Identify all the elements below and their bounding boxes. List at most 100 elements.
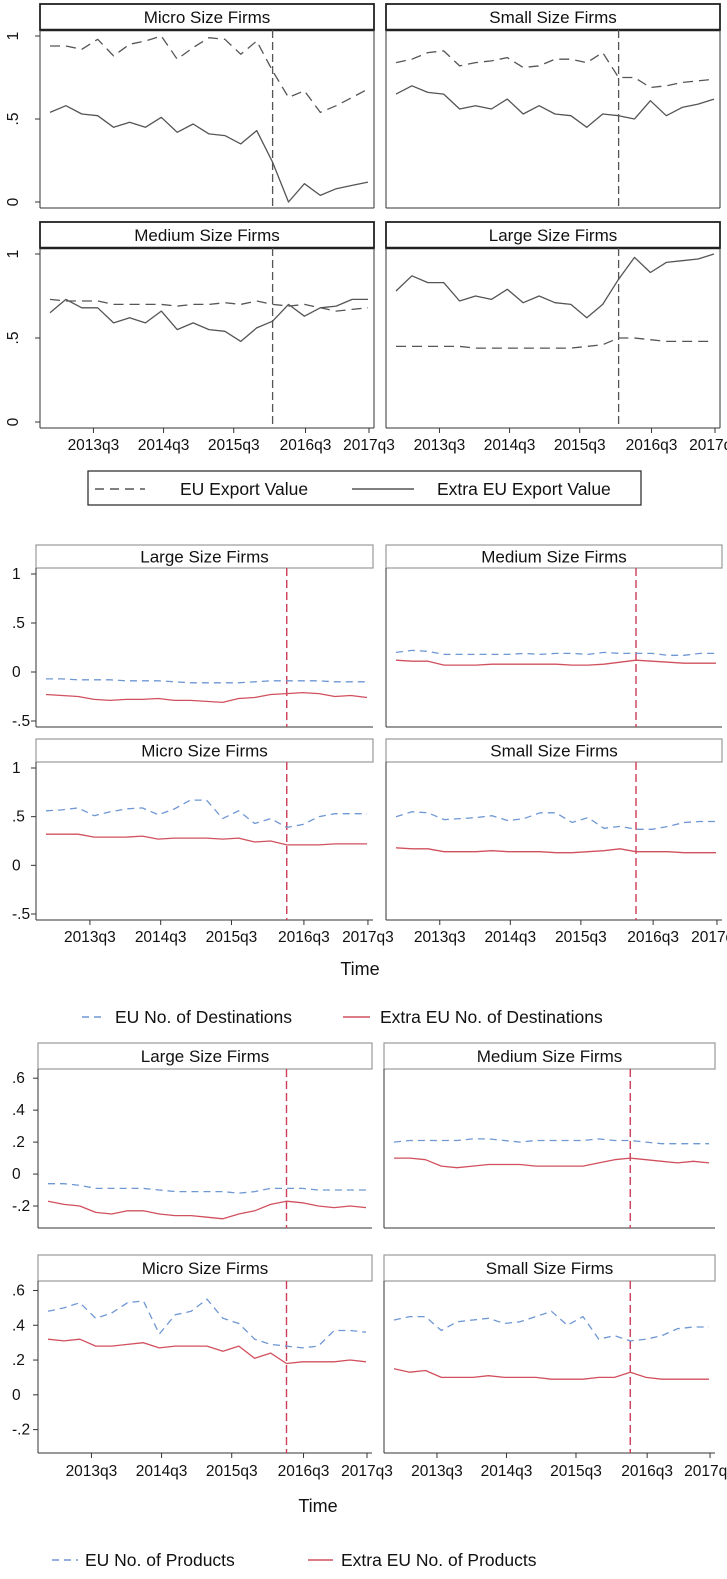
panel-strip (383, 1042, 716, 1070)
panel: Medium Size Firms (383, 1042, 716, 1229)
x-tick-label: 2014q3 (136, 1463, 188, 1480)
y-tick-label: 1 (12, 566, 21, 583)
x-tick-label: 2016q3 (627, 929, 679, 946)
x-tick-label: 2016q3 (621, 1463, 673, 1480)
x-tick-label: 2016q3 (626, 437, 678, 454)
series-line-eu (49, 298, 369, 312)
panel-strip (39, 3, 375, 31)
y-tick-label: 0 (12, 1387, 21, 1404)
series-line-extra-eu (395, 659, 716, 666)
x-tick-label: 2014q3 (135, 929, 187, 946)
x-tick-label: 2016q3 (280, 437, 332, 454)
legend: EU No. of Destinations Extra EU No. of De… (82, 1007, 603, 1027)
panel-strip (35, 544, 374, 569)
series-line-extra-eu (394, 1157, 710, 1169)
series-line-eu (45, 799, 367, 829)
y-tick-label: .6 (12, 1070, 25, 1087)
y-tick-label: .5 (12, 809, 25, 826)
series-line-extra-eu (395, 847, 716, 854)
series-line-eu (47, 1298, 367, 1349)
series-line-extra-eu (47, 1338, 367, 1365)
x-tick-label: 2017q3 (689, 437, 727, 454)
y-tick-label: 0 (5, 417, 22, 426)
legend-label: Extra EU No. of Destinations (380, 1007, 603, 1027)
y-tick-label: .2 (12, 1134, 25, 1151)
series-line-eu (46, 678, 367, 684)
y-tick-label: -.5 (12, 906, 30, 923)
panel-title: Small Size Firms (486, 1259, 614, 1278)
panel: Large Size Firms 2013q3 2014q3 2015q3 2016q3… (385, 221, 727, 454)
series-line-eu (50, 35, 369, 114)
x-tick-label: 2017q3 (343, 437, 395, 454)
legend: EU No. of Products Extra EU No. of Produc… (52, 1550, 537, 1570)
x-tick-label: 2015q3 (206, 929, 258, 946)
panel: Small Size Firms (385, 3, 721, 209)
x-tick-label: 2013q3 (411, 1463, 463, 1480)
y-tick-label: -.2 (12, 1198, 30, 1215)
panel-title: Medium Size Firms (481, 548, 626, 567)
series-line-extra-eu (49, 105, 369, 203)
panel: Micro Size Firms 0 .5 1 (5, 3, 375, 209)
y-tick-label: .2 (12, 1352, 25, 1369)
panel: Medium Size Firms 0 .5 1 2013q3 2014q3 2015q3 2… (5, 221, 395, 454)
legend-box (87, 470, 642, 506)
panel-strip (37, 1254, 373, 1282)
x-tick-label: 2013q3 (64, 929, 116, 946)
y-tick-label: .6 (12, 1282, 25, 1299)
panel-title: Micro Size Firms (141, 742, 268, 761)
chart-3: Large Size Firms -.2 0 .2 .4 .6 Medium Size Fi… (12, 1042, 727, 1570)
x-tick-label: 2016q3 (278, 929, 330, 946)
panel-title: Large Size Firms (489, 226, 617, 245)
series-line-eu (393, 1138, 709, 1145)
x-tick-label: 2015q3 (208, 437, 260, 454)
x-tick-label: 2013q3 (68, 437, 120, 454)
x-tick-label: 2014q3 (484, 929, 536, 946)
legend-label: Extra EU No. of Products (341, 1550, 537, 1570)
y-tick-label: .5 (5, 332, 22, 345)
panel-title: Small Size Firms (490, 742, 618, 761)
panel-title: Medium Size Firms (477, 1047, 622, 1066)
legend-label: EU Export Value (180, 479, 308, 499)
panel-title: Micro Size Firms (144, 8, 271, 27)
panel-strip (385, 738, 723, 763)
panel: Micro Size Firms -.5 0 .5 1 2013q3 2014q3 2015q… (12, 738, 394, 946)
x-tick-label: 2016q3 (278, 1463, 330, 1480)
x-tick-label: 2014q3 (138, 437, 190, 454)
panel-strip (39, 221, 375, 249)
series-line-eu (395, 649, 716, 656)
panel-strip (35, 738, 374, 763)
panel-title: Micro Size Firms (142, 1259, 269, 1278)
x-tick-label: 2017q3 (691, 929, 727, 946)
y-tick-label: 0 (5, 197, 22, 206)
series-line-eu (396, 337, 714, 349)
chart-2: Large Size Firms -.5 0 .5 1 Medium Size Firms… (12, 544, 727, 1027)
series-line-extra-eu (395, 85, 715, 128)
y-tick-label: 0 (12, 857, 21, 874)
x-axis-label: Time (340, 959, 379, 979)
x-tick-label: 2017q3 (684, 1463, 727, 1480)
y-tick-label: 1 (5, 250, 22, 259)
y-tick-label: .4 (12, 1102, 25, 1119)
x-tick-label: 2013q3 (414, 437, 466, 454)
panel: Micro Size Firms -.2 0 .2 .4 .6 2013q3 2014q3 20… (12, 1254, 393, 1480)
panel-title: Medium Size Firms (134, 226, 279, 245)
y-tick-label: 0 (12, 664, 21, 681)
panel-strip (385, 221, 721, 249)
series-line-extra-eu (46, 833, 367, 846)
y-tick-label: .4 (12, 1317, 25, 1334)
series-line-eu (48, 1183, 366, 1194)
y-tick-label: .5 (5, 113, 22, 126)
panel: Small Size Firms 2013q3 2014q3 2015q3 2016q3… (385, 738, 727, 946)
panel-title: Small Size Firms (489, 8, 617, 27)
legend-label: EU No. of Products (85, 1550, 235, 1570)
panel: Medium Size Firms (385, 544, 723, 728)
panel: Large Size Firms -.2 0 .2 .4 .6 (12, 1042, 373, 1229)
legend: EU Export Value Extra EU Export Value (87, 470, 642, 506)
x-tick-label: 2014q3 (481, 1463, 533, 1480)
series-line-extra-eu (49, 298, 368, 343)
panel: Large Size Firms -.5 0 .5 1 (12, 544, 374, 730)
series-line-extra-eu (395, 253, 715, 319)
series-line-eu (395, 811, 716, 830)
x-tick-label: 2014q3 (484, 437, 536, 454)
